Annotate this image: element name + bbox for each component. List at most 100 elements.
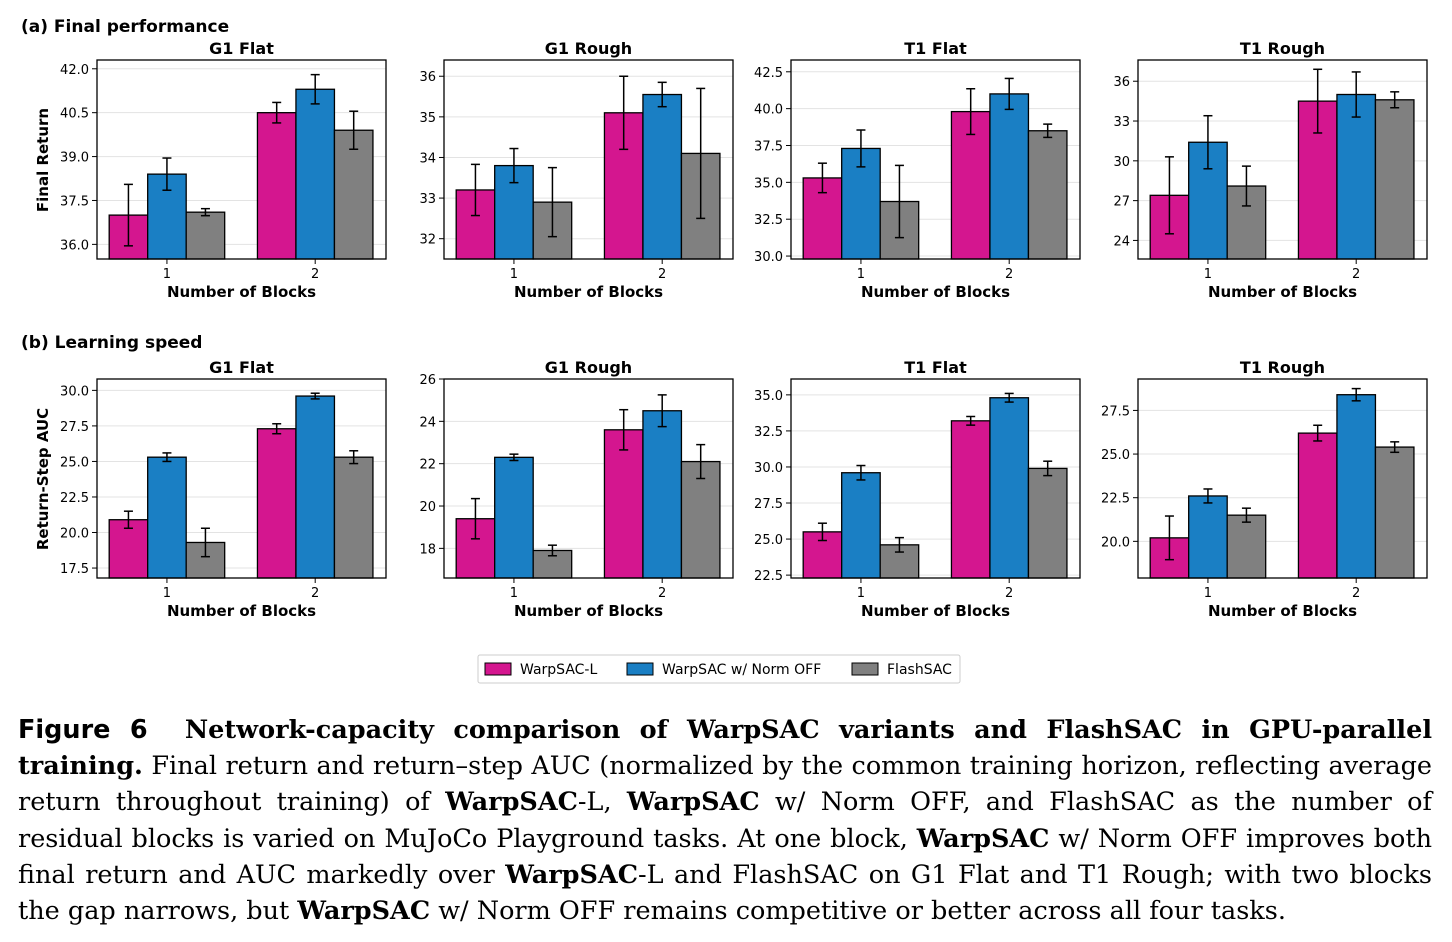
chart-title: T1 Flat bbox=[904, 39, 967, 58]
y-tick-label: 33 bbox=[1113, 115, 1130, 130]
plot-frame bbox=[1137, 378, 1428, 579]
y-tick-label: 27.5 bbox=[60, 420, 89, 435]
bar bbox=[1336, 93, 1377, 260]
legend-label-warpsac-norm-off: WarpSAC w/ Norm OFF bbox=[662, 662, 821, 678]
caption-bold-4: WarpSAC bbox=[505, 859, 639, 890]
bar bbox=[185, 211, 226, 260]
bar bbox=[1374, 99, 1415, 260]
bar bbox=[680, 460, 721, 579]
bar bbox=[642, 410, 683, 579]
chart-title: T1 Rough bbox=[1240, 39, 1325, 58]
y-tick-label: 26 bbox=[419, 373, 436, 388]
x-axis-label: Number of Blocks bbox=[861, 602, 1010, 620]
y-tick-label: 35 bbox=[419, 111, 436, 126]
charts-group: 36.0 37.5 39.0 40.5 42.0 1 2 G1 Flat Number of B… bbox=[60, 39, 1428, 620]
bar bbox=[333, 456, 374, 579]
legend-label-warpsac-l: WarpSAC-L bbox=[520, 662, 597, 678]
bar bbox=[989, 93, 1030, 260]
chart-title: G1 Rough bbox=[545, 39, 632, 58]
x-tick-label: 2 bbox=[311, 267, 319, 282]
plot-frame bbox=[443, 378, 734, 579]
y-tick-label: 25.0 bbox=[60, 455, 89, 470]
chart-panel-8: 20.0 22.5 25.0 27.5 1 2 T1 Rough Number of Bloc… bbox=[1101, 358, 1428, 620]
x-tick-label: 1 bbox=[857, 267, 865, 282]
y-tick-label: 35.0 bbox=[754, 389, 783, 404]
bar bbox=[256, 112, 297, 260]
y-tick-label: 34 bbox=[419, 151, 436, 166]
x-tick-label: 2 bbox=[1352, 267, 1360, 282]
y-tick-label: 36 bbox=[1113, 75, 1130, 90]
bar bbox=[147, 456, 187, 579]
x-tick-label: 1 bbox=[857, 586, 865, 601]
caption-bold-3: WarpSAC bbox=[916, 823, 1050, 854]
y-axis-label-row-b: Return-Step AUC bbox=[34, 408, 52, 550]
bar bbox=[1374, 446, 1415, 579]
chart-panel-4: 24 27 30 33 36 1 2 T1 Rough Number of Blocks bbox=[1113, 39, 1428, 301]
bar bbox=[603, 429, 644, 579]
y-tick-label: 37.5 bbox=[60, 194, 89, 209]
x-axis-label: Number of Blocks bbox=[514, 283, 663, 301]
y-tick-label: 36 bbox=[419, 70, 436, 85]
x-tick-label: 2 bbox=[1352, 586, 1360, 601]
y-tick-label: 42.0 bbox=[60, 63, 89, 78]
x-tick-label: 1 bbox=[510, 586, 518, 601]
bar bbox=[494, 456, 534, 579]
bar bbox=[841, 472, 881, 579]
x-axis-label: Number of Blocks bbox=[167, 602, 316, 620]
bar bbox=[256, 428, 297, 579]
y-tick-label: 22.5 bbox=[1101, 492, 1130, 507]
caption-bold-5: WarpSAC bbox=[297, 896, 431, 927]
y-tick-label: 24 bbox=[419, 415, 436, 430]
chart-panel-7: 22.5 25.0 27.5 30.0 32.5 35.0 1 2 T1 Flat Number … bbox=[754, 358, 1081, 620]
chart-title: T1 Rough bbox=[1240, 358, 1325, 377]
chart-title: T1 Flat bbox=[904, 358, 967, 377]
y-tick-label: 33 bbox=[419, 192, 436, 207]
y-axis-label-row-a: Final Return bbox=[34, 108, 52, 212]
caption-text-2: -L, bbox=[577, 787, 627, 818]
y-tick-label: 25.0 bbox=[754, 533, 783, 548]
caption-text-3: w/ Norm OFF, and FlashSAC as the number … bbox=[18, 787, 1432, 854]
x-tick-label: 1 bbox=[163, 267, 171, 282]
caption-bold-1: WarpSAC bbox=[445, 787, 578, 818]
y-tick-label: 37.5 bbox=[754, 139, 783, 154]
y-tick-label: 42.5 bbox=[754, 66, 783, 81]
chart-title: G1 Flat bbox=[209, 358, 274, 377]
y-tick-label: 20.0 bbox=[1101, 535, 1130, 550]
caption-text-4: w/ Norm OFF improves both final return a… bbox=[18, 823, 1433, 890]
chart-panel-1: 36.0 37.5 39.0 40.5 42.0 1 2 G1 Flat Number of B… bbox=[60, 39, 387, 301]
bar bbox=[1336, 394, 1377, 579]
chart-title: G1 Rough bbox=[545, 358, 632, 377]
bar bbox=[295, 88, 336, 260]
y-tick-label: 25.0 bbox=[1101, 448, 1130, 463]
x-tick-label: 1 bbox=[510, 267, 518, 282]
x-tick-label: 1 bbox=[1204, 586, 1212, 601]
y-tick-label: 35.0 bbox=[754, 176, 783, 191]
legend: WarpSAC-L WarpSAC w/ Norm OFF FlashSAC bbox=[477, 654, 961, 684]
y-tick-label: 40.5 bbox=[60, 107, 89, 122]
plot-frame bbox=[96, 59, 387, 260]
y-tick-label: 22 bbox=[419, 458, 436, 473]
row-label-b: (b) Learning speed bbox=[21, 333, 202, 353]
y-tick-label: 32.5 bbox=[754, 213, 783, 228]
bar bbox=[1188, 495, 1228, 579]
caption-text-5: -L and FlashSAC on G1 Flat and T1 Rough;… bbox=[18, 859, 1432, 927]
y-tick-label: 30.0 bbox=[754, 250, 783, 265]
x-axis-label: Number of Blocks bbox=[514, 602, 663, 620]
y-tick-label: 27.5 bbox=[1101, 404, 1130, 419]
bar bbox=[1027, 467, 1068, 579]
figure-caption: Figure 6 Network-capacity comparison of … bbox=[18, 712, 1432, 929]
plot-frame bbox=[443, 59, 734, 260]
bar bbox=[642, 93, 683, 260]
bar bbox=[1226, 514, 1267, 579]
x-tick-label: 2 bbox=[658, 267, 666, 282]
y-tick-label: 27 bbox=[1113, 195, 1130, 210]
caption-text-6: w/ Norm OFF remains competitive or bette… bbox=[430, 896, 1286, 927]
legend-swatch-flashsac bbox=[851, 662, 879, 676]
x-tick-label: 2 bbox=[1005, 586, 1013, 601]
y-tick-label: 20 bbox=[419, 500, 436, 515]
x-tick-label: 1 bbox=[1204, 267, 1212, 282]
y-tick-label: 30.0 bbox=[60, 384, 89, 399]
caption-title: Network-capacity comparison of WarpSAC v… bbox=[18, 715, 1433, 782]
x-tick-label: 2 bbox=[658, 586, 666, 601]
y-tick-label: 20.0 bbox=[60, 527, 89, 542]
